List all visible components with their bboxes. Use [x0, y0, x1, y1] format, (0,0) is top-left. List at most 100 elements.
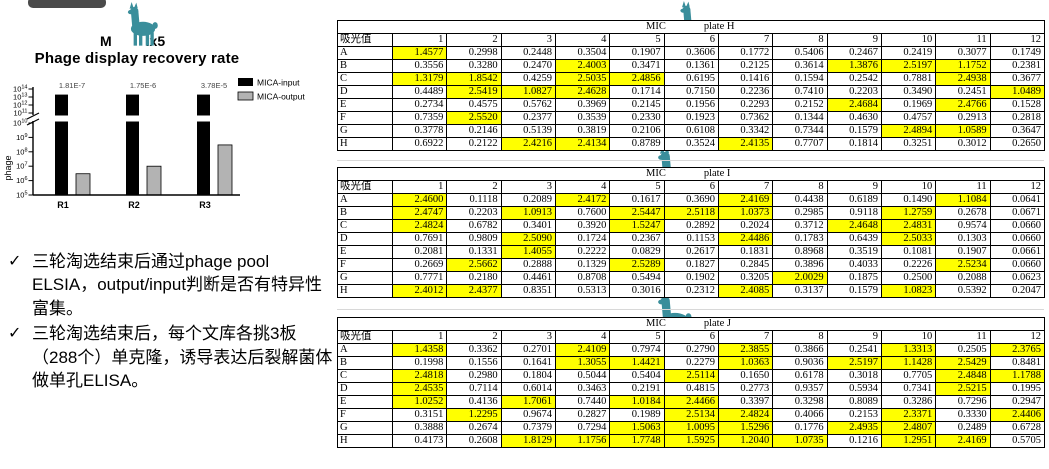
col-header: 5 — [609, 180, 665, 194]
absorbance-cell: 2.5114 — [663, 369, 719, 383]
y-tick-label: 1011 — [13, 109, 27, 118]
absorbance-cell: 0.9574 — [935, 219, 991, 233]
absorbance-cell: 0.2451 — [935, 85, 991, 99]
col-header: 12 — [989, 180, 1046, 194]
absorbance-cell: 0.7341 — [880, 382, 937, 396]
note-item: ✓ 三轮淘选结束后通过phage pool ELSIA，output/input判… — [8, 250, 334, 320]
absorbance-cell: 0.5406 — [772, 46, 828, 60]
absorbance-cell: 2.5419 — [446, 85, 502, 99]
absorbance-cell: 0.2377 — [500, 111, 556, 125]
alpaca-logo-icon — [110, 2, 168, 49]
absorbance-cell: 0.1490 — [880, 193, 937, 207]
corner-header: 吸光值 — [337, 180, 393, 194]
absorbance-cell: 0.1831 — [717, 245, 774, 259]
absorbance-cell: 1.7748 — [609, 434, 665, 448]
absorbance-cell: 0.2226 — [880, 258, 937, 272]
absorbance-cell: 1.1752 — [935, 59, 991, 73]
bar-input-lower — [126, 121, 139, 195]
row-label: D — [337, 232, 393, 246]
absorbance-cell: 0.7771 — [391, 271, 448, 285]
absorbance-cell: 2.4169 — [717, 193, 774, 207]
bar-output — [146, 165, 162, 196]
absorbance-cell: 0.7296 — [935, 395, 991, 409]
col-header: 10 — [880, 33, 937, 47]
bar-input-lower — [55, 121, 68, 195]
absorbance-cell: 0.5494 — [609, 271, 665, 285]
row-label: B — [337, 59, 393, 73]
absorbance-cell: 0.2470 — [500, 59, 556, 73]
col-header: 11 — [935, 33, 991, 47]
absorbance-cell: 0.3362 — [446, 343, 502, 357]
absorbance-cell: 0.3012 — [935, 137, 991, 151]
absorbance-cell: 2.3765 — [989, 343, 1046, 357]
absorbance-cell: 0.0829 — [609, 245, 665, 259]
absorbance-cell: 0.1724 — [554, 232, 611, 246]
absorbance-cell: 0.2203 — [826, 85, 882, 99]
absorbance-cell: 0.2650 — [989, 137, 1046, 151]
col-header: 12 — [989, 330, 1046, 344]
absorbance-cell: 0.4815 — [663, 382, 719, 396]
absorbance-cell: 0.3519 — [826, 245, 882, 259]
absorbance-cell: 0.1216 — [826, 434, 882, 448]
row-label: C — [337, 72, 393, 86]
absorbance-cell: 0.1153 — [663, 232, 719, 246]
absorbance-cell: 0.3866 — [772, 343, 828, 357]
chart-subtitle: Phage display recovery rate — [34, 50, 240, 67]
absorbance-cell: 0.2892 — [663, 219, 719, 233]
absorbance-cell: 2.5035 — [554, 72, 611, 86]
absorbance-cell: 0.3677 — [989, 72, 1046, 86]
row-label: D — [337, 382, 393, 396]
absorbance-cell: 1.0823 — [880, 284, 937, 298]
absorbance-cell: 2.4807 — [880, 421, 937, 435]
absorbance-cell: 0.2985 — [772, 206, 828, 220]
absorbance-cell: 0.1528 — [989, 98, 1046, 112]
absorbance-cell: 0.1998 — [391, 356, 448, 370]
absorbance-cell: 0.4489 — [391, 85, 448, 99]
bar-input-upper — [55, 94, 68, 116]
absorbance-cell: 0.1749 — [989, 46, 1046, 60]
absorbance-cell: 2.4766 — [935, 98, 991, 112]
row-label: E — [337, 98, 393, 112]
absorbance-cell: 2.4938 — [935, 72, 991, 86]
absorbance-cell: 2.4466 — [663, 395, 719, 409]
absorbance-cell: 2.4831 — [880, 219, 937, 233]
absorbance-cell: 0.0623 — [989, 271, 1046, 285]
absorbance-cell: 0.3896 — [772, 258, 828, 272]
absorbance-cell: 0.1907 — [609, 46, 665, 60]
absorbance-cell: 1.2040 — [717, 434, 774, 448]
absorbance-cell: 2.4894 — [880, 124, 937, 138]
absorbance-cell: 2.4169 — [935, 434, 991, 448]
absorbance-cell: 0.8089 — [826, 395, 882, 409]
row-label: C — [337, 219, 393, 233]
absorbance-cell: 0.2152 — [772, 98, 828, 112]
absorbance-cell: 0.8481 — [989, 356, 1046, 370]
absorbance-cell: 0.1594 — [772, 72, 828, 86]
absorbance-cell: 1.2759 — [880, 206, 937, 220]
absorbance-cell: 2.4648 — [826, 219, 882, 233]
absorbance-cell: 2.4085 — [717, 284, 774, 298]
col-header: 10 — [880, 330, 937, 344]
absorbance-cell: 1.5296 — [717, 421, 774, 435]
absorbance-cell: 1.1756 — [554, 434, 611, 448]
absorbance-cell: 0.4066 — [772, 408, 828, 422]
row-label: B — [337, 206, 393, 220]
absorbance-cell: 0.3298 — [772, 395, 828, 409]
absorbance-cell: 0.3018 — [826, 369, 882, 383]
col-header: 9 — [826, 33, 882, 47]
absorbance-cell: 0.5705 — [989, 434, 1046, 448]
absorbance-cell: 0.9809 — [446, 232, 502, 246]
legend-label-output: MICA-output — [257, 92, 305, 102]
col-header: 4 — [554, 180, 611, 194]
absorbance-cell: 0.8351 — [500, 284, 556, 298]
absorbance-cell: 0.7114 — [446, 382, 502, 396]
absorbance-cell: 1.1428 — [880, 356, 937, 370]
absorbance-cell: 0.7294 — [554, 421, 611, 435]
absorbance-cell: 1.8542 — [446, 72, 502, 86]
legend-swatch-output — [237, 91, 254, 101]
absorbance-cell: 1.0252 — [391, 395, 448, 409]
absorbance-cell: 1.4421 — [609, 356, 665, 370]
absorbance-cell: 0.3286 — [880, 395, 937, 409]
y-tick-label: 1012 — [13, 101, 27, 110]
absorbance-cell: 0.1579 — [826, 284, 882, 298]
absorbance-cell: 0.2047 — [989, 284, 1046, 298]
